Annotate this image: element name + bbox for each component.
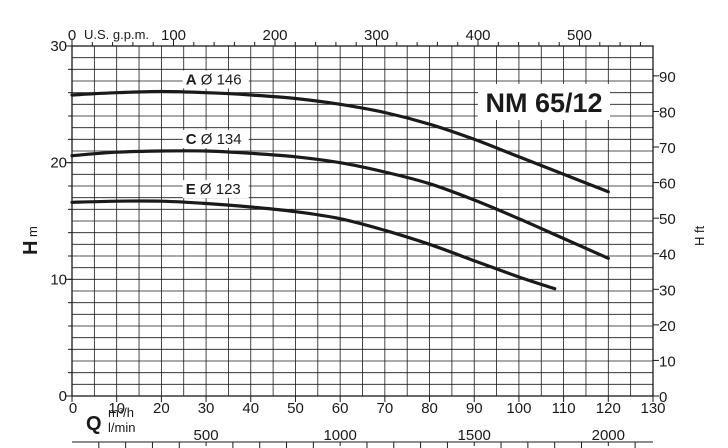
curve-letter: C: [186, 131, 197, 148]
curve-diameter: Ø 123: [196, 181, 241, 198]
pump-curve-e: [70, 199, 557, 291]
x-axis-unit-m3h: m³/h: [108, 405, 134, 420]
curve-label-background: [182, 180, 249, 199]
top-axis-unit: U.S. g.p.m.: [84, 27, 149, 42]
curve-letter: A: [186, 72, 197, 89]
gpm-tick-label: 400: [465, 27, 490, 44]
y-tick-label: 10: [50, 271, 67, 288]
chart-title: NM 65/12: [485, 88, 602, 118]
lmin-tick-label: 1500: [458, 427, 491, 444]
x-tick-label: 130: [640, 400, 665, 417]
x-tick-label: 50: [287, 400, 304, 417]
curve-label-a: A Ø 146: [186, 72, 242, 89]
curve-letter: E: [186, 181, 196, 198]
x-axis-unit-lmin: l/min: [108, 420, 135, 435]
curve-label-background: [182, 130, 249, 148]
y-tick-label: 30: [50, 38, 67, 55]
x-tick-label: 100: [506, 400, 531, 417]
x-tick-label: 10: [108, 400, 125, 417]
pump-curves: A Ø 146 C Ø 134 E Ø 123: [70, 70, 610, 291]
ft-tick-label: 40: [659, 247, 676, 264]
lmin-tick-label: 1000: [323, 427, 356, 444]
ft-tick-label: 20: [659, 318, 676, 335]
ft-tick-label: 90: [659, 69, 676, 86]
ft-tick-label: 50: [659, 211, 676, 228]
ft-tick-label: 0: [659, 389, 667, 406]
x-tick-label: 0: [69, 400, 77, 417]
ft-tick-label: 60: [659, 176, 676, 193]
x-tick-label: 70: [377, 400, 394, 417]
curve-label-c: C Ø 134: [186, 131, 242, 148]
x-tick-label: 30: [198, 400, 215, 417]
ft-tick-label: 80: [659, 104, 676, 121]
gpm-tick-label: 200: [262, 27, 287, 44]
x-tick-label: 40: [242, 400, 259, 417]
ft-tick-label: 70: [659, 140, 676, 157]
lmin-tick-label: 2000: [592, 427, 625, 444]
x-axis-letter: Q: [86, 413, 102, 435]
gpm-tick-label: 500: [567, 27, 592, 44]
curve-label-background: [182, 70, 249, 89]
x-tick-label: 80: [421, 400, 438, 417]
x-tick-label: 90: [466, 400, 483, 417]
lmin-tick-label: 500: [194, 427, 219, 444]
curve-diameter: Ø 134: [197, 131, 242, 148]
pump-curve-a: [70, 89, 610, 194]
y-tick-label: 0: [59, 388, 67, 405]
x-tick-label: 60: [332, 400, 349, 417]
curve-label-e: E Ø 123: [186, 181, 241, 198]
gpm-tick-label: 100: [161, 27, 186, 44]
x-tick-label: 120: [596, 400, 621, 417]
y-tick-label: 20: [50, 155, 67, 172]
gpm-tick-label: 0: [68, 27, 76, 44]
y-axis-letter: H: [20, 241, 42, 255]
tick-marks: [65, 39, 659, 448]
curve-diameter: Ø 146: [197, 72, 242, 89]
plot-frame: [71, 45, 654, 397]
right-axis-label: H ft: [692, 225, 707, 246]
ft-tick-label: 30: [659, 282, 676, 299]
ft-tick-label: 10: [659, 353, 676, 370]
chart-title-background: [478, 84, 610, 120]
x-tick-label: 20: [153, 400, 170, 417]
gpm-tick-label: 300: [364, 27, 389, 44]
y-axis-unit-m: m: [25, 226, 40, 237]
x-tick-label: 110: [552, 400, 576, 417]
pump-curve-c: [70, 149, 610, 260]
